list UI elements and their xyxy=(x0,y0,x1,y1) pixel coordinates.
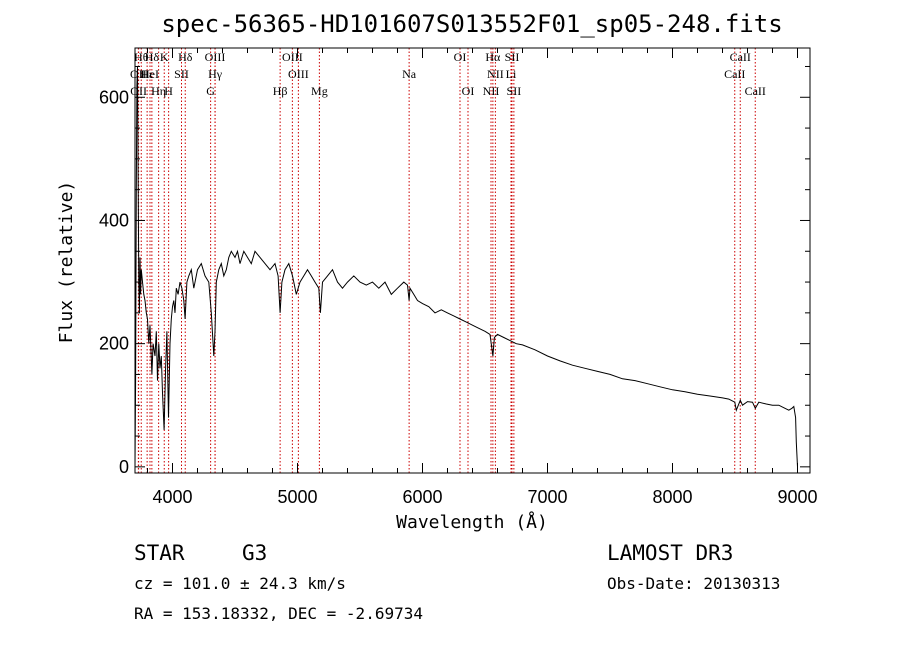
line-label: Na xyxy=(402,67,417,81)
x-tick-label: 4000 xyxy=(152,487,192,507)
y-axis-ticks: 0 200 400 600 xyxy=(99,65,810,477)
line-label: Hβ xyxy=(273,84,288,98)
x-axis-label: Wavelength (Å) xyxy=(396,511,548,533)
line-label: Hα xyxy=(485,50,501,64)
line-label: Hγ xyxy=(208,67,223,81)
line-label: K xyxy=(160,50,169,64)
x-tick-label: 5000 xyxy=(277,487,317,507)
line-label: OII xyxy=(130,67,147,81)
y-tick-label: 600 xyxy=(99,87,129,107)
y-tick-label: 200 xyxy=(99,334,129,354)
y-tick-label: 0 xyxy=(119,457,129,477)
object-class: STAR xyxy=(134,541,185,565)
y-axis-label: Flux (relative) xyxy=(56,181,77,344)
line-label: Hη xyxy=(151,84,166,98)
survey-name: LAMOST DR3 xyxy=(607,541,733,565)
plot-frame xyxy=(134,47,811,474)
line-label: Hδ xyxy=(145,50,160,64)
line-label: CaII xyxy=(730,50,751,64)
line-label: OI xyxy=(454,50,467,64)
spectrum-line xyxy=(134,66,798,467)
coordinates: RA = 153.18332, DEC = -2.69734 xyxy=(134,604,423,623)
line-label: CaII xyxy=(745,84,766,98)
y-tick-label: 400 xyxy=(99,210,129,230)
line-label: Hδ xyxy=(178,50,193,64)
line-label: Hθ xyxy=(134,50,149,64)
line-label: OII xyxy=(130,84,147,98)
line-label: CaII xyxy=(724,67,745,81)
line-label: SII xyxy=(507,84,522,98)
line-label: Li xyxy=(506,67,517,81)
observation-date: Obs-Date: 20130313 xyxy=(607,574,780,593)
line-label: SII xyxy=(505,50,520,64)
x-tick-label: 6000 xyxy=(402,487,442,507)
line-label: G xyxy=(206,84,215,98)
line-label: NII xyxy=(487,67,504,81)
line-label: OI xyxy=(462,84,475,98)
chart-title: spec-56365-HD101607S013552F01_sp05-248.f… xyxy=(161,10,782,38)
line-label: NII xyxy=(483,84,500,98)
x-axis-ticks: 4000 5000 6000 7000 8000 9000 xyxy=(147,48,818,507)
line-label: SII xyxy=(174,67,189,81)
line-label: Mg xyxy=(311,84,328,98)
line-label: OIII xyxy=(282,50,303,64)
line-label: OIII xyxy=(205,50,226,64)
line-label: OIII xyxy=(288,67,309,81)
line-label: H xyxy=(164,84,173,98)
line-markers xyxy=(137,48,756,473)
x-tick-label: 7000 xyxy=(527,487,567,507)
x-tick-label: 8000 xyxy=(652,487,692,507)
x-tick-label: 9000 xyxy=(777,487,817,507)
line-label: HeI xyxy=(141,67,159,81)
line-label: Hε xyxy=(140,67,154,81)
spectral-subclass: G3 xyxy=(242,541,267,565)
redshift-cz: cz = 101.0 ± 24.3 km/s xyxy=(134,574,346,593)
